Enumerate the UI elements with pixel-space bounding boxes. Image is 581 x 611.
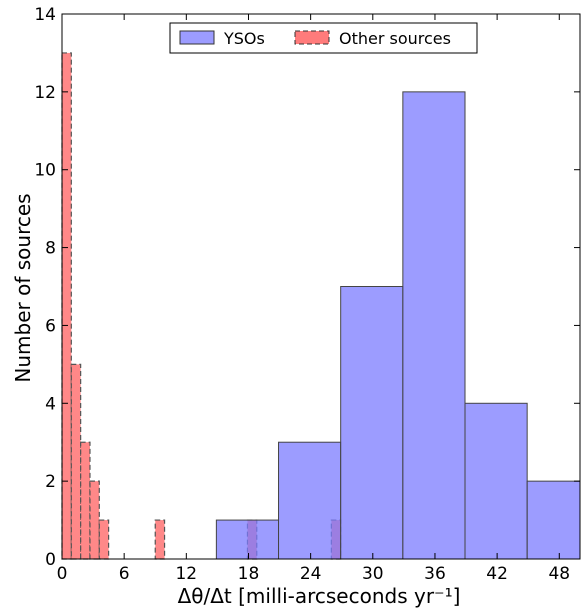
other-sources-bar-3 [89, 480, 100, 560]
x-tick-label: 12 [175, 564, 197, 584]
other-sources-bar-1 [70, 363, 82, 560]
x-tick-label: 6 [119, 564, 130, 584]
y-tick-label: 14 [34, 5, 56, 25]
legend: YSOs Other sources [169, 22, 478, 54]
y-tick-label: 6 [45, 316, 56, 336]
legend-swatch-ysos [179, 30, 215, 45]
legend-label-ysos: YSOs [223, 29, 265, 48]
y-tick-label: 4 [45, 394, 56, 414]
x-tick-label: 0 [57, 564, 68, 584]
other-sources-bar-2 [80, 441, 91, 560]
legend-label-other-sources: Other sources [339, 29, 451, 48]
yso-bars [215, 91, 581, 560]
plot-frame [61, 13, 581, 560]
x-tick-label: 48 [548, 564, 570, 584]
other-sources-bar-5 [154, 519, 166, 560]
x-tick-label: 42 [486, 564, 508, 584]
y-axis-label: Number of sources [11, 193, 35, 382]
x-axis-label: Δθ/Δt [milli-arcseconds yr⁻¹] [178, 584, 461, 608]
y-tick-label: 12 [34, 83, 56, 103]
y-tick-label: 8 [45, 239, 56, 259]
other-sources-bar-0 [61, 52, 72, 560]
y-tick-label: 2 [45, 472, 56, 492]
yso-bar-3 [402, 91, 466, 560]
x-tick-label: 24 [300, 564, 322, 584]
legend-swatch-other-sources [294, 30, 330, 45]
yso-bar-1 [278, 441, 342, 560]
x-tick-label: 30 [362, 564, 384, 584]
yso-bar-4 [464, 402, 528, 560]
y-tick-label: 10 [34, 161, 56, 181]
y-tick-label: 0 [45, 550, 56, 570]
other-sources-bar-4 [98, 519, 110, 560]
yso-bar-0 [215, 519, 280, 560]
yso-bar-5 [526, 480, 581, 560]
x-tick-label: 36 [424, 564, 446, 584]
x-tick-label: 18 [238, 564, 260, 584]
yso-bar-2 [340, 286, 404, 560]
